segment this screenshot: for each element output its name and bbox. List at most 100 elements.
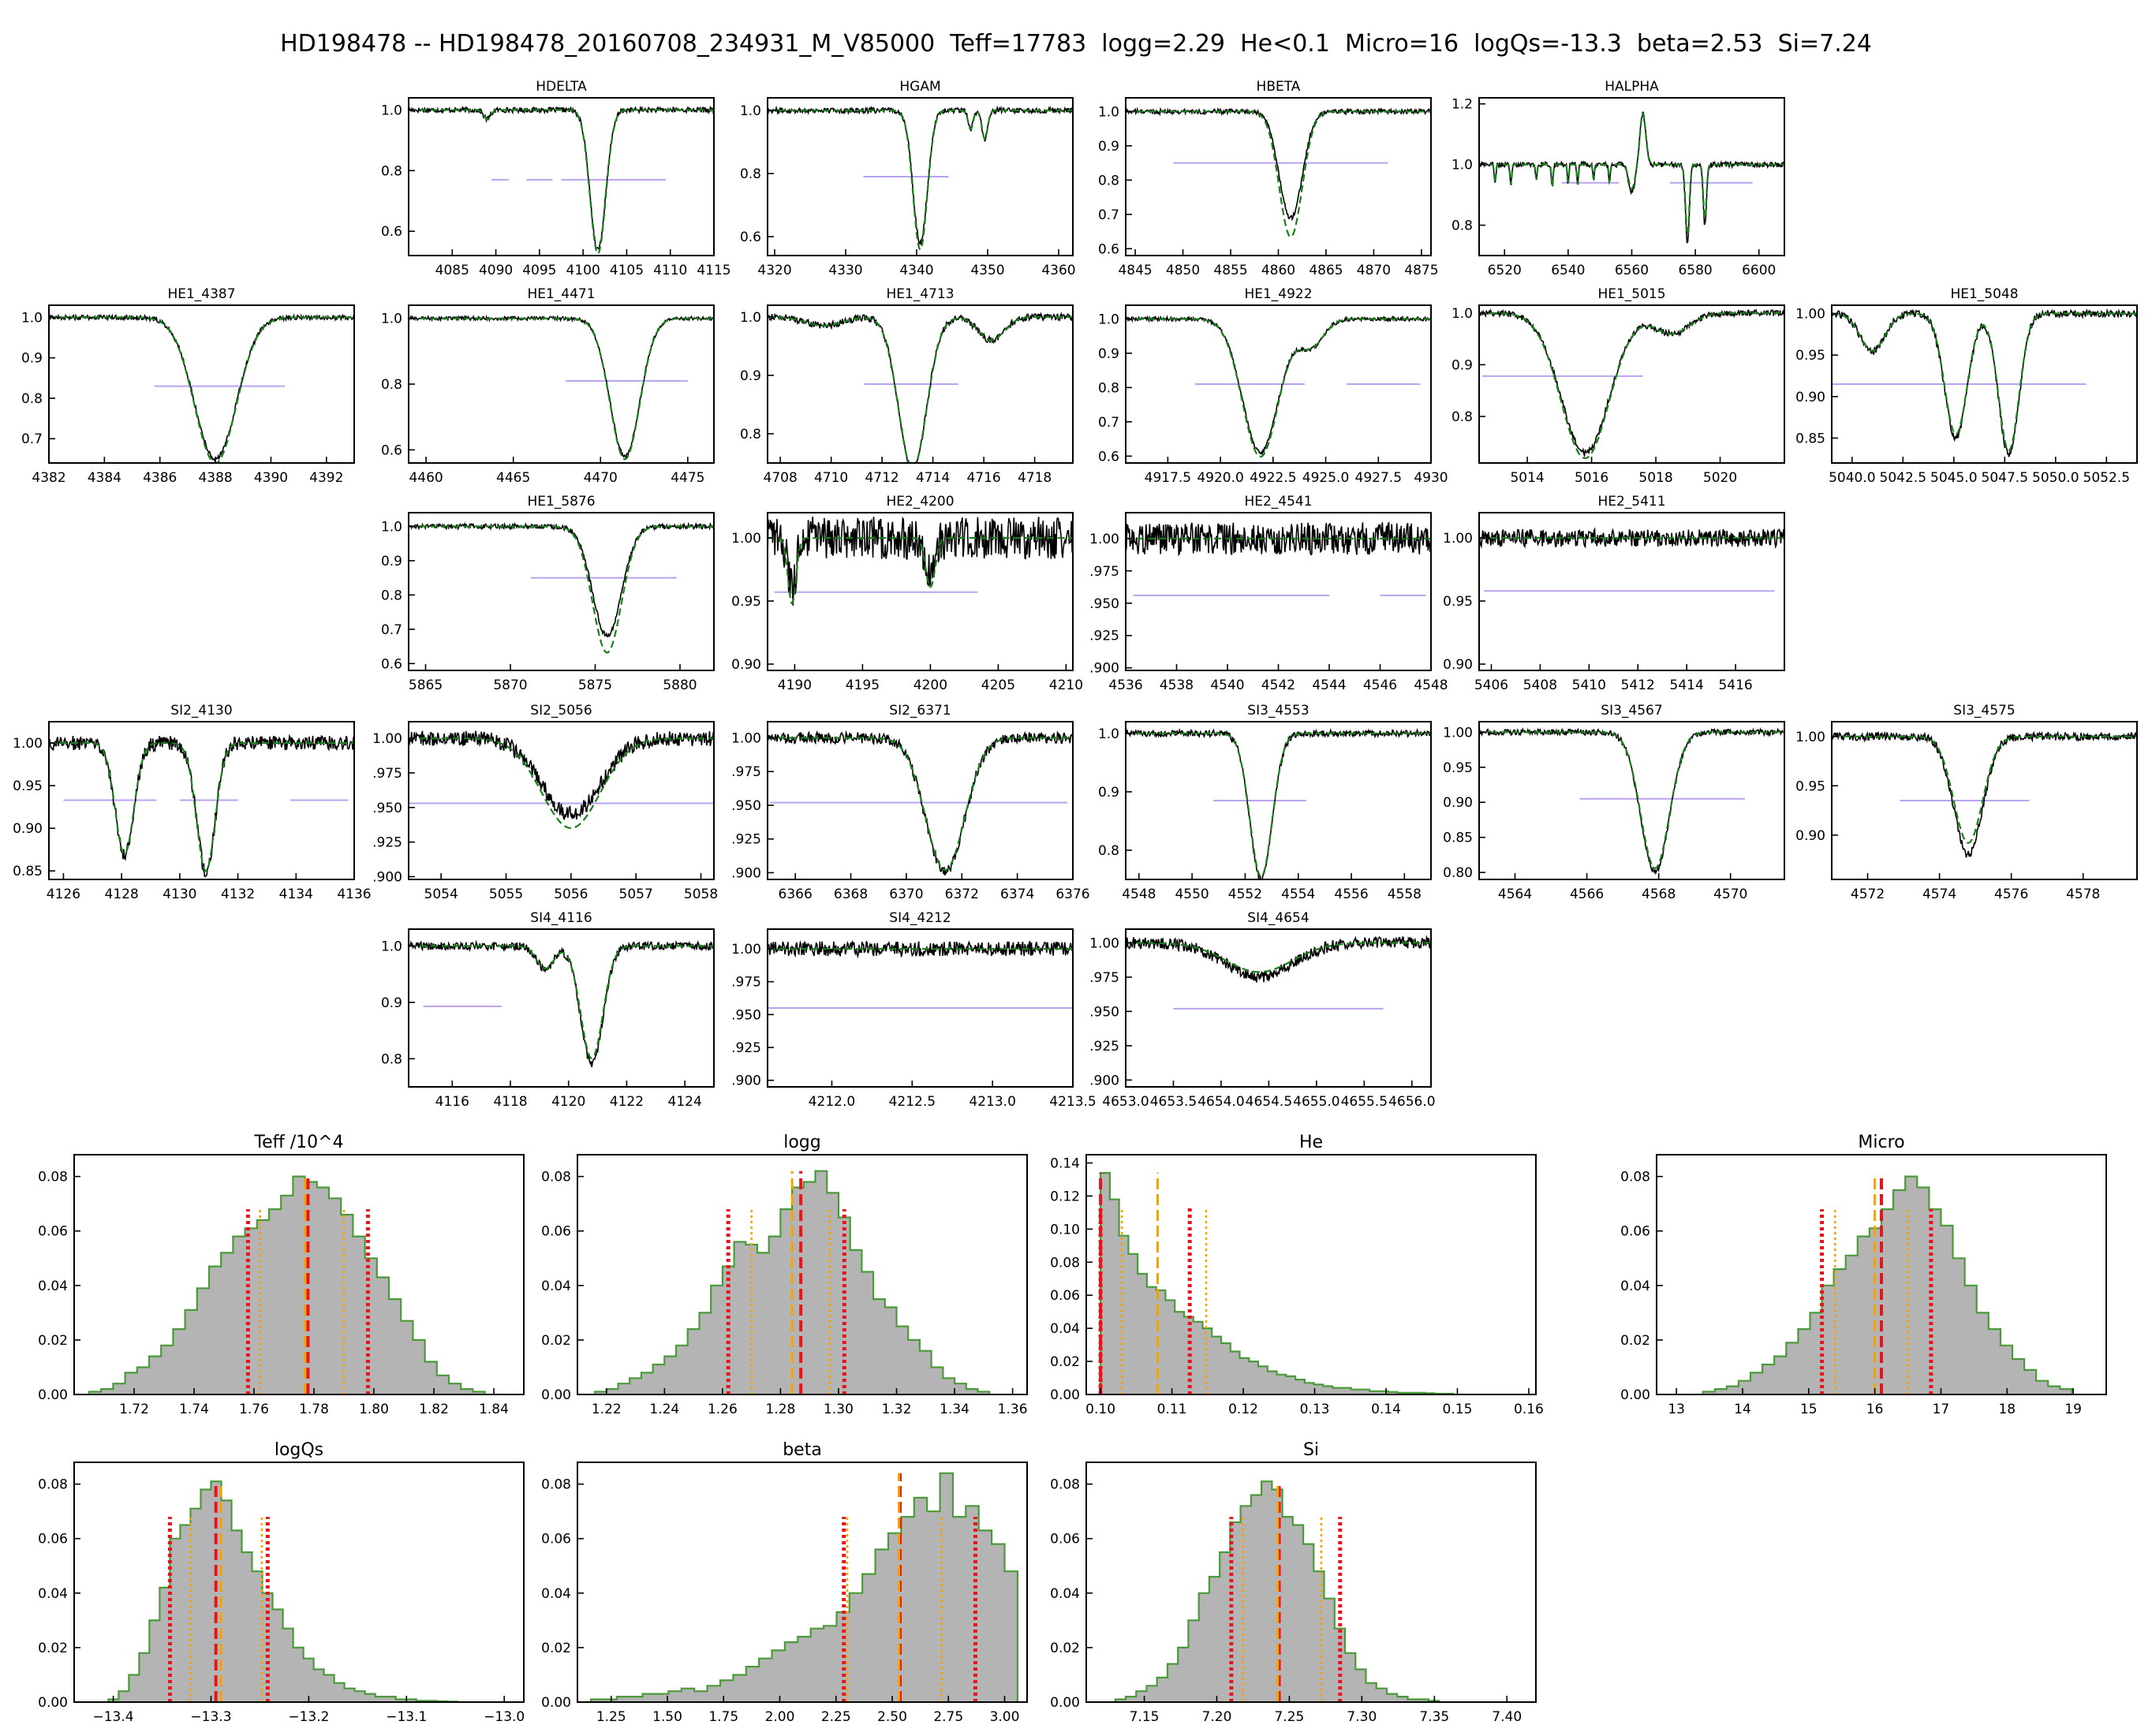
histogram-bar (745, 1245, 758, 1394)
histogram-bar (606, 1389, 618, 1394)
y-tick-label: .925 (731, 1040, 761, 1056)
x-tick-label: 5410 (1572, 678, 1606, 693)
x-tick-label: 14 (1734, 1402, 1751, 1417)
histogram-bar (875, 1549, 889, 1702)
plot-frame (408, 97, 715, 256)
y-tick-label: 0.8 (381, 163, 402, 179)
histogram-bar (341, 1215, 353, 1394)
x-tick-label: 0.14 (1371, 1402, 1401, 1417)
histogram-plot: logQs −13.4 −13.3 −13.2 −13.1 −13.0 0.00 0.02 0.… (38, 1440, 525, 1725)
x-tick-label: 3.00 (990, 1709, 1020, 1725)
plot-frame (1478, 512, 1785, 671)
histogram-bar (303, 1658, 314, 1702)
y-tick-label: 0.8 (1451, 409, 1473, 425)
histogram-bar (1323, 1386, 1333, 1394)
histogram-bar (919, 1350, 932, 1394)
histogram-bar (630, 1697, 644, 1702)
spectrum-plot: HE1_5015 5014 5016 5018 5020 0.8 0.9 1.0 (1451, 286, 1785, 486)
panel-title: HE1_5015 (1597, 286, 1665, 302)
histogram-bar (1386, 1693, 1398, 1702)
y-tick-label: 0.6 (1098, 241, 1119, 257)
model-spectrum-line (49, 741, 354, 872)
plot-frame (1478, 97, 1785, 256)
x-tick-label: 4340 (899, 263, 933, 278)
y-tick-label: 0.04 (38, 1279, 68, 1294)
x-tick-label: 4718 (1018, 470, 1052, 486)
x-tick-label: 4556 (1334, 887, 1368, 902)
histogram-bar (896, 1326, 909, 1394)
x-tick-label: 6372 (945, 887, 979, 902)
histogram-bar (1786, 1342, 1799, 1394)
x-tick-label: 0.16 (1514, 1402, 1544, 1417)
plot-frame (408, 304, 715, 464)
spectrum-plot: SI3_4553 4548 4550 4552 4554 4556 4558 0.8 0.9 1.… (1098, 703, 1432, 902)
spectrum-plot: HE1_5048 5040.0 5042.5 5045.0 5047.5 5050.0 50… (1795, 286, 2138, 486)
histogram-bar (772, 1650, 786, 1702)
histogram-panel-si: Si 7.15 7.20 7.25 7.30 7.35 7.40 0.00 0.02 0.04 0.… (1050, 1440, 1537, 1725)
y-tick-label: 0.8 (381, 588, 402, 603)
histogram-bar (1341, 1387, 1352, 1394)
x-tick-label: 0.11 (1157, 1402, 1187, 1417)
x-tick-label: 1.26 (708, 1402, 738, 1417)
y-tick-label: 1.0 (381, 519, 402, 535)
model-spectrum-line (1832, 735, 2137, 844)
histogram-bar (1351, 1389, 1361, 1394)
y-tick-label: 0.06 (1050, 1532, 1080, 1547)
histogram-bar (1188, 1620, 1200, 1702)
histogram-bar (734, 1241, 746, 1394)
histogram-bar (641, 1372, 654, 1394)
histogram-bar (2024, 1369, 2037, 1394)
model-spectrum-line (768, 109, 1073, 251)
x-tick-label: 4134 (279, 887, 313, 902)
spectrum-plot: HBETA 4845 4850 4855 4860 4865 4870 4875 0.6 0.7 0… (1098, 79, 1439, 278)
x-tick-label: 4210 (1049, 678, 1083, 693)
model-spectrum-line (409, 525, 714, 654)
y-tick-label: 0.7 (381, 622, 402, 638)
panel-title: Teff /10^4 (253, 1133, 343, 1152)
histogram-bar (1239, 1357, 1250, 1394)
histogram-bar (1286, 1376, 1296, 1394)
y-tick-label: .950 (731, 1007, 761, 1023)
y-tick-label: 0.02 (1050, 1641, 1080, 1656)
histogram-bar (231, 1530, 242, 1702)
model-spectrum-line (1479, 731, 1784, 869)
y-tick-label: 0.90 (1795, 828, 1825, 844)
panel-title: beta (783, 1440, 822, 1460)
panel-title: HE1_4471 (527, 286, 595, 302)
histogram-bar (1893, 1189, 1906, 1394)
x-tick-label: 4115 (697, 263, 730, 278)
histogram-bar (424, 1361, 438, 1394)
model-spectrum-line (409, 737, 714, 829)
histogram-bar (784, 1642, 798, 1702)
y-tick-label: 1.0 (381, 939, 402, 954)
y-tick-label: 0.9 (1098, 785, 1119, 801)
histogram-bar (413, 1339, 425, 1394)
panel-title: He (1299, 1133, 1323, 1152)
histogram-bar (2000, 1345, 2013, 1394)
histogram-bar (139, 1652, 150, 1702)
x-tick-label: 17 (1933, 1402, 1950, 1417)
figure-title: HD198478 -- HD198478_20160708_234931_M_V… (280, 30, 1872, 58)
spectrum-panel-si2_4130: SI2_4130 4126 4128 4130 4132 4134 4136 0.85 0.90… (13, 703, 371, 902)
panel-title: HE1_4713 (886, 286, 954, 302)
y-tick-label: 0.8 (21, 391, 43, 407)
x-tick-label: 4100 (566, 263, 600, 278)
panel-title: SI2_5056 (530, 703, 592, 719)
x-tick-label: 5016 (1575, 470, 1608, 486)
histogram-bar (89, 1391, 102, 1394)
y-tick-label: .925 (1089, 629, 1119, 644)
panel-title: Si (1303, 1440, 1319, 1460)
x-tick-label: 5014 (1510, 470, 1544, 486)
x-tick-label: 5880 (663, 678, 697, 693)
y-tick-label: 0.00 (541, 1695, 571, 1711)
x-tick-label: 5406 (1474, 678, 1508, 693)
x-tick-label: 6560 (1615, 263, 1649, 278)
x-tick-label: 4136 (337, 887, 371, 902)
spectrum-panel-he1_5876: HE1_5876 5865 5870 5875 5880 0.6 0.7 0.8 0.9 1.0 (381, 494, 715, 693)
histogram-bar (1378, 1391, 1389, 1394)
y-tick-label: .900 (731, 1073, 761, 1089)
spectrum-plot: HE1_5876 5865 5870 5875 5880 0.6 0.7 0.8 0.9 1.0 (381, 494, 715, 693)
x-tick-label: 4576 (1994, 887, 2028, 902)
x-tick-label: 1.24 (649, 1402, 679, 1417)
x-tick-label: 4116 (435, 1094, 469, 1110)
